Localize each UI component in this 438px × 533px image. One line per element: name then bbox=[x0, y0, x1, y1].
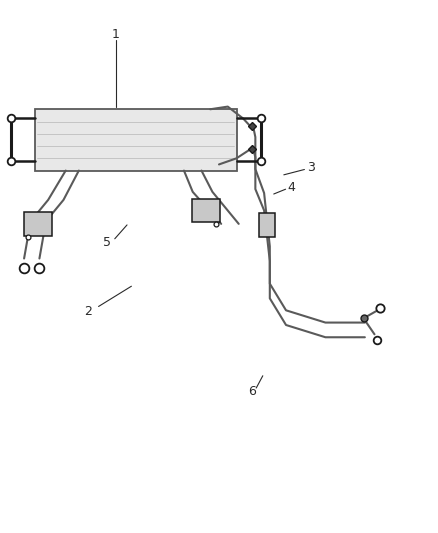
Text: 6: 6 bbox=[248, 385, 256, 398]
Text: 5: 5 bbox=[103, 236, 111, 249]
Bar bbox=[35, 109, 237, 171]
Text: 2: 2 bbox=[84, 305, 92, 318]
Text: 1: 1 bbox=[112, 28, 120, 41]
Text: 4: 4 bbox=[287, 181, 295, 194]
Bar bbox=[192, 199, 220, 222]
Bar bbox=[25, 212, 53, 236]
Bar bbox=[259, 213, 275, 237]
Text: 3: 3 bbox=[307, 161, 315, 174]
